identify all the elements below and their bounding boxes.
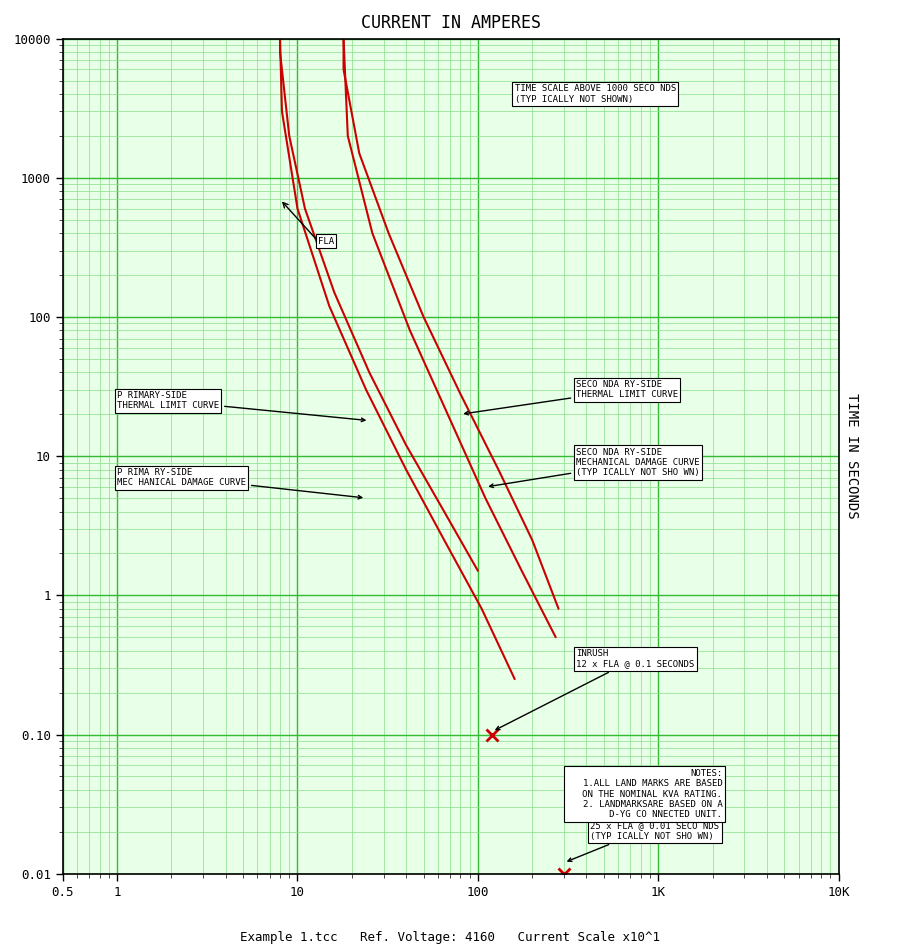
- Text: P RIMARY-SIDE
THERMAL LIMIT CURVE: P RIMARY-SIDE THERMAL LIMIT CURVE: [117, 391, 365, 422]
- Text: P RIMA RY-SIDE
MEC HANICAL DAMAGE CURVE: P RIMA RY-SIDE MEC HANICAL DAMAGE CURVE: [117, 468, 362, 499]
- Text: INRUSH
12 x FLA @ 0.1 SECONDS: INRUSH 12 x FLA @ 0.1 SECONDS: [496, 649, 694, 730]
- Text: INRUSH
25 x FLA @ 0.01 SECO NDS
(TYP ICALLY NOT SHO WN): INRUSH 25 x FLA @ 0.01 SECO NDS (TYP ICA…: [568, 811, 719, 862]
- Text: TIME SCALE ABOVE 1000 SECO NDS
(TYP ICALLY NOT SHOWN): TIME SCALE ABOVE 1000 SECO NDS (TYP ICAL…: [515, 85, 676, 104]
- Title: CURRENT IN AMPERES: CURRENT IN AMPERES: [361, 13, 541, 31]
- Text: FLA: FLA: [318, 237, 334, 246]
- Text: Example 1.tcc   Ref. Voltage: 4160   Current Scale x10^1: Example 1.tcc Ref. Voltage: 4160 Current…: [240, 930, 660, 943]
- Text: SECO NDA RY-SIDE
THERMAL LIMIT CURVE: SECO NDA RY-SIDE THERMAL LIMIT CURVE: [464, 380, 679, 415]
- Text: NOTES:
1.ALL LAND MARKS ARE BASED
   ON THE NOMINAL KVA RATING.
2. LANDMARKSARE : NOTES: 1.ALL LAND MARKS ARE BASED ON THE…: [566, 769, 723, 820]
- Y-axis label: TIME IN SECONDS: TIME IN SECONDS: [845, 393, 859, 519]
- Text: SECO NDA RY-SIDE
MECHANICAL DAMAGE CURVE
(TYP ICALLY NOT SHO WN): SECO NDA RY-SIDE MECHANICAL DAMAGE CURVE…: [490, 447, 699, 487]
